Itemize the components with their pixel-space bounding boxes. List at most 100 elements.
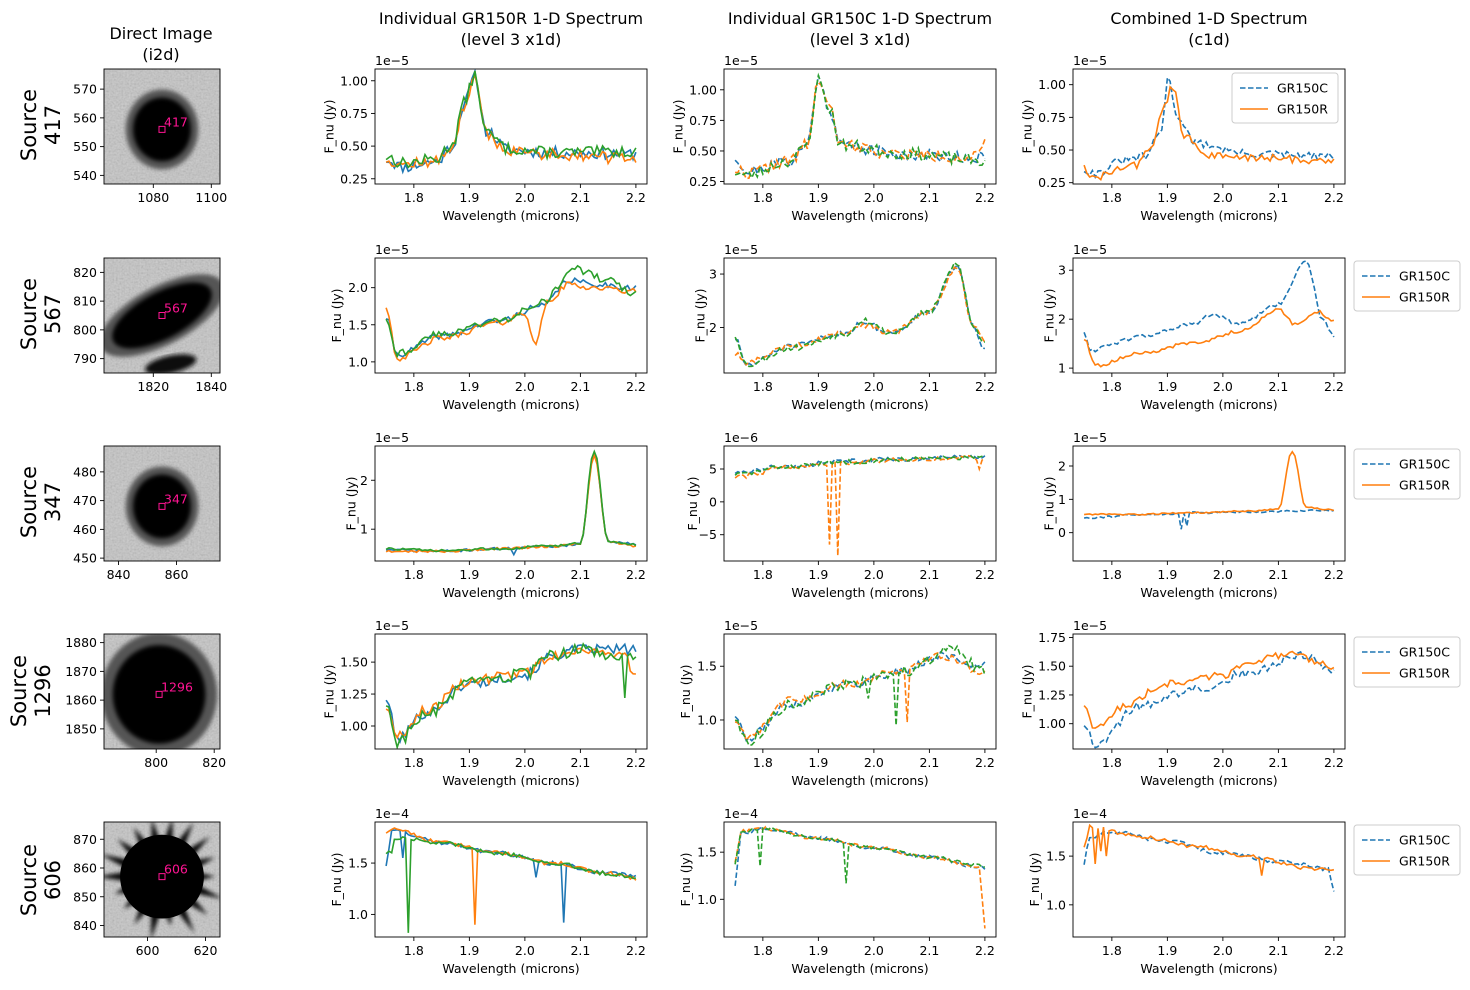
series-line-gr150r bbox=[1083, 85, 1335, 182]
axes-frame bbox=[374, 633, 648, 750]
column-title-direct-image: Direct Image bbox=[109, 24, 212, 43]
y-axis-label: F_nu (Jy) bbox=[1027, 852, 1042, 906]
axes-frame bbox=[723, 257, 997, 374]
axes-frame bbox=[374, 445, 648, 562]
x-tick-label: 800 bbox=[144, 755, 168, 770]
series-line-blue bbox=[734, 651, 986, 742]
x-tick-label: 1.8 bbox=[1102, 943, 1122, 958]
legend-entry: GR150R bbox=[1277, 102, 1328, 117]
x-axis-label: Wavelength (microns) bbox=[791, 397, 928, 412]
y-tick-label: 1 bbox=[360, 522, 368, 537]
legend-entry: GR150C bbox=[1399, 833, 1450, 848]
y-exponent-label: 1e−4 bbox=[375, 806, 409, 821]
x-tick-label: 1.8 bbox=[404, 379, 424, 394]
spectrum-panel: 1.8 1.9 2.0 2.1 2.2 1.00 1.25 1.50 1.75 1e−5 Wavel… bbox=[1019, 618, 1461, 788]
image-frame bbox=[103, 633, 221, 750]
x-tick-label: 1.8 bbox=[753, 755, 773, 770]
series-line-green bbox=[385, 835, 637, 933]
y-tick-label: 0.75 bbox=[340, 106, 368, 121]
series-line-gr150r bbox=[1083, 823, 1335, 876]
x-tick-label: 2.2 bbox=[975, 379, 995, 394]
series-line-orange bbox=[385, 281, 637, 362]
spectrum-panel: 1.8 1.9 2.0 2.1 2.2 1.0 1.5 2.0 1e−5 Wavelength (… bbox=[329, 242, 648, 412]
x-tick-label: 600 bbox=[136, 943, 160, 958]
y-tick-label: 2 bbox=[1058, 459, 1066, 474]
spectrum-panel: 1.8 1.9 2.0 2.1 2.2 0 1 2 1e−5 Wavelength (micron… bbox=[1042, 430, 1461, 600]
y-exponent-label: 1e−5 bbox=[375, 242, 409, 257]
axes-frame bbox=[723, 68, 997, 185]
direct-image-panel: 417 1080 1100 540 550 560 570 bbox=[73, 68, 227, 205]
y-tick-label: 480 bbox=[73, 464, 97, 479]
y-axis-label: F_nu (Jy) bbox=[1019, 664, 1034, 718]
row-labels: Source 417 Source 567 Source 347 Source … bbox=[7, 89, 65, 916]
x-tick-label: 1.9 bbox=[1157, 567, 1177, 582]
x-tick-label: 2.0 bbox=[515, 567, 535, 582]
y-tick-label: 0.75 bbox=[689, 113, 717, 128]
x-axis-label: Wavelength (microns) bbox=[1140, 208, 1277, 223]
spectrum-panel: 1.8 1.9 2.0 2.1 2.2 1 2 1e−5 Wavelength (microns… bbox=[344, 430, 648, 600]
x-tick-label: 1.9 bbox=[808, 567, 828, 582]
source-id-label: 1296 bbox=[161, 679, 193, 694]
spectrum-panels: 1.8 1.9 2.0 2.1 2.20.250.500.751.001e−5Wavel… bbox=[321, 53, 1461, 976]
source-id-label: 417 bbox=[164, 114, 188, 129]
y-tick-label: 550 bbox=[73, 139, 97, 154]
y-exponent-label: 1e−5 bbox=[375, 53, 409, 68]
y-tick-label: 1.0 bbox=[697, 712, 717, 727]
series-line-orange bbox=[734, 454, 986, 556]
source-id-label: 567 bbox=[164, 301, 188, 316]
x-tick-label: 2.0 bbox=[864, 755, 884, 770]
y-tick-label: 800 bbox=[73, 322, 97, 337]
y-tick-label: 2 bbox=[709, 320, 717, 335]
series-line-green bbox=[734, 826, 985, 884]
y-tick-label: 1.00 bbox=[1038, 77, 1066, 92]
y-axis-label: F_nu (Jy) bbox=[329, 852, 344, 906]
y-tick-label: 0 bbox=[1058, 525, 1066, 540]
image-frame bbox=[103, 821, 221, 938]
legend-entry: GR150C bbox=[1399, 645, 1450, 660]
x-tick-label: 2.0 bbox=[515, 755, 535, 770]
y-axis-label: F_nu (Jy) bbox=[321, 99, 336, 153]
source-marker bbox=[158, 125, 166, 133]
axes-frame bbox=[1072, 821, 1346, 938]
legend-box bbox=[1353, 260, 1461, 312]
y-tick-label: 1.0 bbox=[697, 892, 717, 907]
x-tick-label: 2.2 bbox=[626, 567, 646, 582]
x-tick-label: 2.2 bbox=[1324, 567, 1344, 582]
x-tick-label: 1.8 bbox=[753, 190, 773, 205]
x-axis-label: Wavelength (microns) bbox=[1140, 397, 1277, 412]
y-axis-label: F_nu (Jy) bbox=[678, 852, 693, 906]
series-line-gr150c bbox=[1083, 260, 1335, 353]
y-tick-label: 1.25 bbox=[340, 687, 368, 702]
column-title-gr150c: Individual GR150C 1-D Spectrum bbox=[728, 9, 992, 28]
row-label-567-a: Source bbox=[17, 278, 41, 350]
source-core bbox=[120, 834, 204, 919]
x-tick-label: 2.1 bbox=[919, 567, 939, 582]
image-frame bbox=[103, 445, 221, 562]
y-exponent-label: 1e−4 bbox=[1073, 806, 1107, 821]
y-exponent-label: 1e−6 bbox=[724, 430, 758, 445]
y-axis-label: F_nu (Jy) bbox=[670, 99, 685, 153]
image-pixels: 1296 bbox=[104, 634, 220, 749]
source-marker bbox=[158, 312, 166, 319]
x-axis-label: Wavelength (microns) bbox=[442, 208, 579, 223]
series-line-gr150r bbox=[1083, 450, 1335, 516]
y-tick-label: 1.0 bbox=[348, 354, 368, 369]
x-tick-label: 2.2 bbox=[1324, 943, 1344, 958]
x-tick-label: 2.1 bbox=[1268, 755, 1288, 770]
y-tick-label: 1.5 bbox=[348, 856, 368, 871]
x-axis-label: Wavelength (microns) bbox=[1140, 961, 1277, 976]
legend-entry: GR150R bbox=[1399, 854, 1450, 869]
x-tick-label: 1.8 bbox=[753, 943, 773, 958]
series-line-blue bbox=[385, 642, 637, 744]
x-tick-label: 2.1 bbox=[1268, 379, 1288, 394]
image-frame bbox=[103, 257, 221, 374]
y-axis-label: F_nu (Jy) bbox=[344, 476, 359, 530]
spectrum-panel: 1.8 1.9 2.0 2.1 2.2 0.25 0.50 0.75 1.00 1e−5 Wavel… bbox=[670, 53, 997, 223]
y-tick-label: 0 bbox=[709, 494, 717, 509]
x-tick-label: 2.2 bbox=[626, 379, 646, 394]
y-tick-label: 1.00 bbox=[340, 73, 368, 88]
y-axis-label: F_nu (Jy) bbox=[693, 288, 708, 342]
y-tick-label: 1.50 bbox=[340, 655, 368, 670]
y-tick-label: 0.25 bbox=[340, 171, 368, 186]
series-line-green bbox=[385, 449, 637, 553]
